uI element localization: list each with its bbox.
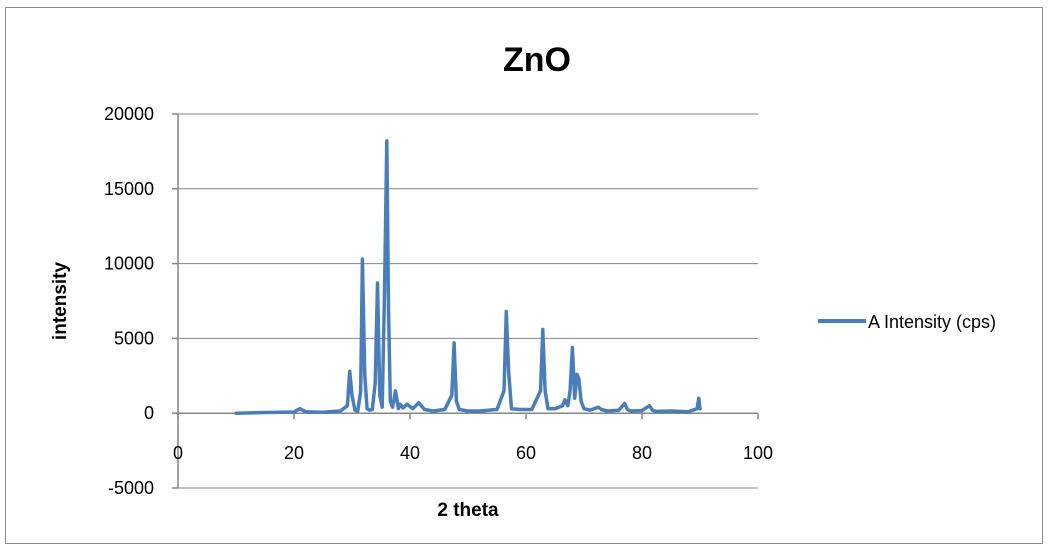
x-tick-label-0: 0 xyxy=(173,443,183,463)
y-axis-ticks: -5000 0 5000 10000 15000 20000 xyxy=(104,104,178,498)
y-tick-label-4: 15000 xyxy=(104,179,154,199)
axes xyxy=(177,114,758,488)
y-tick-label-3: 10000 xyxy=(104,254,154,274)
chart-title: ZnO xyxy=(503,41,571,79)
legend-label: A Intensity (cps) xyxy=(868,312,996,332)
x-axis-title: 2 theta xyxy=(437,500,499,521)
x-axis-ticks: 0 20 40 60 80 100 xyxy=(173,413,773,463)
series-layer xyxy=(234,139,702,415)
y-tick-label-1: 0 xyxy=(144,403,154,423)
x-tick-label-1: 20 xyxy=(284,443,304,463)
y-tick-label-5: 20000 xyxy=(104,104,154,124)
x-tick-label-3: 60 xyxy=(516,443,536,463)
y-axis-title: intensity xyxy=(50,262,71,341)
y-tick-label-0: -5000 xyxy=(108,478,154,498)
legend: A Intensity (cps) xyxy=(818,312,996,332)
y-tick-label-2: 5000 xyxy=(114,328,154,348)
series-line-0 xyxy=(234,139,702,415)
gridlines xyxy=(178,113,758,489)
x-tick-label-4: 80 xyxy=(632,443,652,463)
x-tick-label-5: 100 xyxy=(743,443,773,463)
x-tick-label-2: 40 xyxy=(400,443,420,463)
